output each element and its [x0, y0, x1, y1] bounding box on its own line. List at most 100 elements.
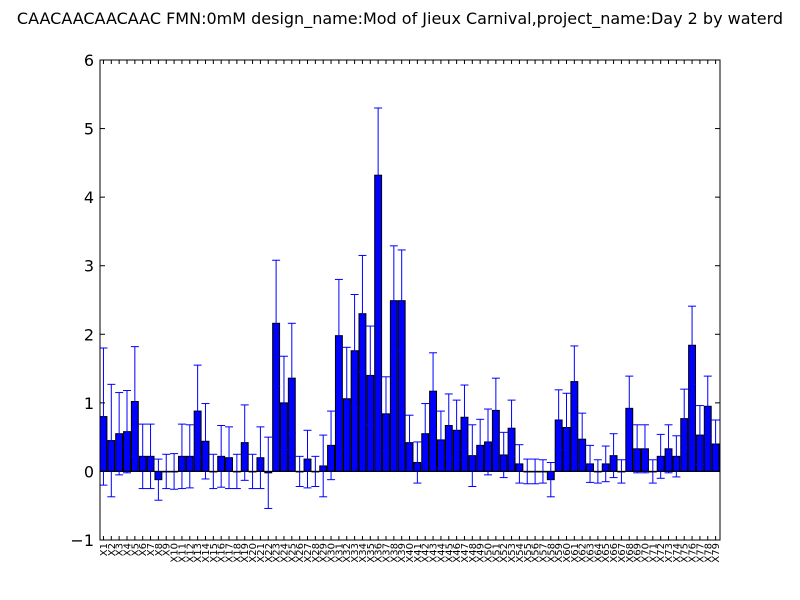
x-tick-label: X5 [130, 543, 141, 556]
x-tick-label: X29 [319, 543, 330, 563]
y-tick-label: 2 [84, 325, 94, 344]
x-tick-label: X44 [436, 543, 447, 563]
error-bar-x43 [429, 352, 438, 431]
tick-labels: X1X2X3X4X5X6X7X8X9X10X11X12X13X14X15X16X… [70, 51, 722, 563]
error-bar-x62 [578, 412, 587, 466]
x-tick-label: X25 [287, 543, 298, 563]
x-tick-label: X63 [586, 543, 597, 563]
error-bar-x32 [342, 346, 351, 451]
x-tick-label: X45 [444, 543, 455, 563]
x-tick-label: X23 [272, 543, 283, 563]
error-bar-x66 [609, 433, 618, 479]
x-tick-label: X39 [397, 543, 408, 563]
x-tick-label: X54 [515, 543, 526, 563]
x-tick-label: X38 [389, 543, 400, 563]
x-tick-label: X53 [507, 543, 518, 563]
x-tick-label: X77 [695, 543, 706, 563]
x-tick-label: X52 [499, 543, 510, 563]
error-bar-x17 [225, 426, 234, 490]
x-tick-label: X12 [185, 543, 196, 563]
x-tick-label: X14 [201, 543, 212, 563]
error-bar-x16 [217, 424, 226, 488]
error-bar-x53 [507, 399, 516, 457]
x-tick-label: X31 [334, 543, 345, 563]
x-tick-label: X69 [633, 543, 644, 563]
error-bar-x75 [680, 388, 689, 449]
x-tick-label: X78 [703, 543, 714, 563]
error-bar-x45 [444, 393, 453, 458]
x-tick-label: X16 [217, 543, 228, 563]
x-tick-label: X11 [177, 543, 188, 563]
x-tick-label: X73 [664, 543, 675, 563]
error-bar-x60 [562, 392, 571, 463]
x-tick-label: X20 [248, 543, 259, 563]
x-tick-label: X41 [413, 543, 424, 563]
x-tick-label: X48 [468, 543, 479, 563]
error-bar-x6 [138, 423, 147, 490]
x-tick-label: X68 [625, 543, 636, 563]
error-bar-x39 [397, 249, 406, 352]
error-bar-x27 [303, 429, 312, 489]
error-bar-x33 [350, 294, 359, 408]
x-tick-label: X43 [429, 543, 440, 563]
error-bar-x34 [358, 254, 367, 373]
error-bar-x42 [421, 403, 430, 465]
y-tick-label: 4 [84, 188, 94, 207]
x-tick-label: X70 [640, 543, 651, 563]
error-bar-x77 [695, 405, 704, 466]
x-tick-label: X18 [232, 543, 243, 563]
error-bar-x58 [546, 462, 555, 498]
error-bar-x31 [334, 278, 343, 393]
x-tick-label: X37 [381, 543, 392, 563]
error-bar-x68 [625, 375, 634, 442]
x-tick-label: X13 [193, 543, 204, 563]
x-tick-label: X10 [170, 543, 181, 563]
x-tick-label: X71 [648, 543, 659, 563]
x-tick-label: X47 [460, 543, 471, 563]
x-tick-label: X36 [374, 543, 385, 563]
error-bar-x11 [177, 423, 186, 490]
x-tick-label: X40 [405, 543, 416, 563]
error-bar-x52 [499, 431, 508, 479]
x-tick-label: X24 [279, 543, 290, 563]
x-tick-label: X59 [554, 543, 565, 563]
error-bar-x76 [688, 305, 697, 385]
error-bar-x63 [586, 444, 595, 483]
x-tick-label: X34 [358, 543, 369, 563]
x-tick-label: X22 [264, 543, 275, 563]
error-bar-x41 [413, 441, 422, 484]
error-bar-x40 [405, 414, 414, 471]
x-tick-label: X7 [146, 543, 157, 556]
x-tick-label: X26 [295, 543, 306, 563]
x-tick-label: X30 [327, 543, 338, 563]
x-tick-label: X32 [342, 543, 353, 563]
error-bar-x79 [711, 419, 720, 469]
error-bar-x4 [122, 390, 131, 474]
x-tick-label: X66 [609, 543, 620, 563]
error-bar-x25 [287, 322, 296, 434]
x-tick-label: X76 [688, 543, 699, 563]
error-bar-x21 [256, 426, 265, 490]
error-bars-layer [99, 107, 720, 509]
error-bar-x69 [633, 424, 642, 474]
x-tick-label: X58 [546, 543, 557, 563]
x-tick-label: X57 [538, 543, 549, 563]
x-tick-label: X17 [225, 543, 236, 563]
x-tick-label: X67 [617, 543, 628, 563]
x-tick-label: X64 [593, 543, 604, 563]
error-bar-x3 [115, 392, 124, 476]
x-tick-label: X61 [570, 543, 581, 563]
x-tick-label: X3 [115, 543, 126, 556]
x-tick-label: X27 [303, 543, 314, 563]
y-tick-label: 5 [84, 120, 94, 139]
error-bar-x23 [272, 259, 281, 387]
error-bar-x46 [452, 399, 461, 461]
x-tick-label: X21 [256, 543, 267, 563]
x-tick-label: X2 [107, 543, 118, 556]
y-tick-label: 6 [84, 51, 94, 70]
error-bar-x70 [640, 424, 649, 474]
x-tick-label: X28 [311, 543, 322, 563]
x-tick-label: X65 [601, 543, 612, 563]
x-tick-label: X33 [350, 543, 361, 563]
